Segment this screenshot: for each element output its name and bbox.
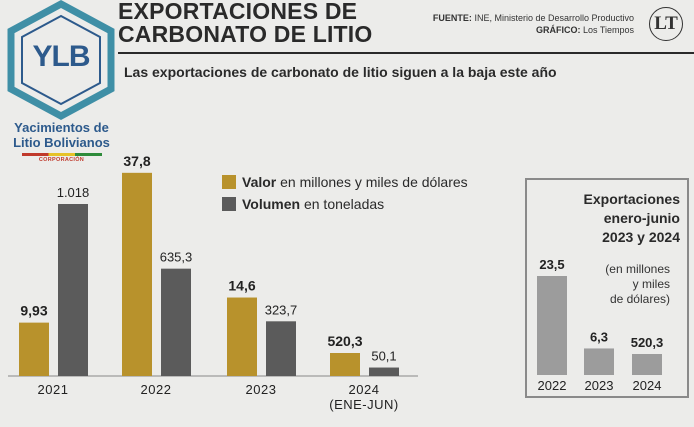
legend: Valor en millones y miles de dólares Vol… <box>222 174 468 212</box>
inset-data-label-1: 6,3 <box>590 329 608 344</box>
logo-flag-stripe <box>22 153 102 156</box>
inset-note-line2: y miles <box>632 277 670 291</box>
logo-name-line2: Litio Bolivianos <box>13 135 110 150</box>
x-tick-label-1-0: 2022 <box>141 382 172 397</box>
inset-note: (en millones y miles de dólares) <box>560 262 670 307</box>
inset-data-label-0: 23,5 <box>539 257 564 272</box>
logo-name-line1: Yacimientos de <box>14 120 109 135</box>
inset-note-line3: de dólares) <box>609 292 670 306</box>
bar-volumen-2 <box>266 321 296 376</box>
data-label-valor-2: 14,6 <box>228 278 255 294</box>
legend-valor-bold: Valor <box>242 174 277 190</box>
bar-volumen-3 <box>369 367 399 376</box>
bar-volumen-1 <box>161 268 191 376</box>
logo-name: Yacimientos de Litio Bolivianos <box>4 120 119 150</box>
x-tick-label-3-1: (ENE-JUN) <box>329 397 399 412</box>
inset-title-line1: Exportaciones <box>583 191 680 207</box>
inset-bar-1 <box>584 348 614 375</box>
inset-bar-0 <box>537 276 567 375</box>
x-tick-label-2-0: 2023 <box>246 382 277 397</box>
logo-tagline: CORPORACIÓN <box>38 157 85 163</box>
legend-swatch-valor <box>222 175 236 189</box>
inset-x-tick-label-2: 2024 <box>633 378 662 393</box>
data-label-valor-3: 520,3 <box>327 333 362 349</box>
legend-item-volumen: Volumen en toneladas <box>222 196 468 212</box>
bar-volumen-0 <box>58 204 88 376</box>
inset-data-label-2: 520,3 <box>631 335 664 350</box>
legend-valor-text: en millones y miles de dólares <box>280 174 468 190</box>
inset-x-tick-label-1: 2023 <box>585 378 614 393</box>
graphic-label: GRÁFICO: <box>535 25 581 35</box>
data-label-volumen-0: 1.018 <box>57 185 90 200</box>
title-line1: EXPORTACIONES DE <box>118 0 358 24</box>
source-label: FUENTE: <box>432 13 472 23</box>
title-line2: CARBONATO DE LITIO <box>118 21 373 47</box>
graphic-value: Los Tiempos <box>582 25 634 35</box>
bar-valor-2 <box>227 297 257 376</box>
source-value: INE, Ministerio de Desarrollo Productivo <box>474 13 634 23</box>
legend-volumen-text: en toneladas <box>303 196 385 212</box>
inset-title: Exportaciones enero-junio 2023 y 2024 <box>530 190 680 247</box>
data-label-volumen-2: 323,7 <box>265 302 298 317</box>
legend-volumen-bold: Volumen <box>242 196 301 212</box>
data-label-valor-0: 9,93 <box>20 303 47 319</box>
inset-note-line1: (en millones <box>605 262 670 276</box>
inset-x-tick-label-0: 2022 <box>538 378 567 393</box>
legend-swatch-volumen <box>222 197 236 211</box>
inset-title-line3: 2023 y 2024 <box>602 229 680 245</box>
inset-panel <box>525 178 689 398</box>
bar-valor-1 <box>122 172 152 376</box>
logo-hexagon-icon <box>7 0 115 120</box>
legend-item-valor: Valor en millones y miles de dólares <box>222 174 468 190</box>
x-tick-label-0-0: 2021 <box>38 382 69 397</box>
logo-letters: YLB <box>32 40 91 73</box>
data-label-valor-1: 37,8 <box>123 153 150 169</box>
chart-subtitle: Las exportaciones de carbonato de litio … <box>124 64 557 80</box>
title-divider <box>118 52 694 54</box>
source-block: FUENTE: INE, Ministerio de Desarrollo Pr… <box>433 12 634 36</box>
bar-valor-3 <box>330 353 360 376</box>
inset-title-line2: enero-junio <box>603 210 680 226</box>
x-tick-label-3-0: 2024 <box>349 382 380 397</box>
page-title: EXPORTACIONES DE CARBONATO DE LITIO <box>118 0 448 46</box>
bar-valor-0 <box>19 322 49 376</box>
ylb-logo: YLB <box>0 0 122 170</box>
data-label-volumen-1: 635,3 <box>160 250 193 265</box>
data-label-volumen-3: 50,1 <box>371 349 396 364</box>
lt-badge-icon: LT <box>649 7 683 41</box>
inset-bar-2 <box>632 354 662 375</box>
